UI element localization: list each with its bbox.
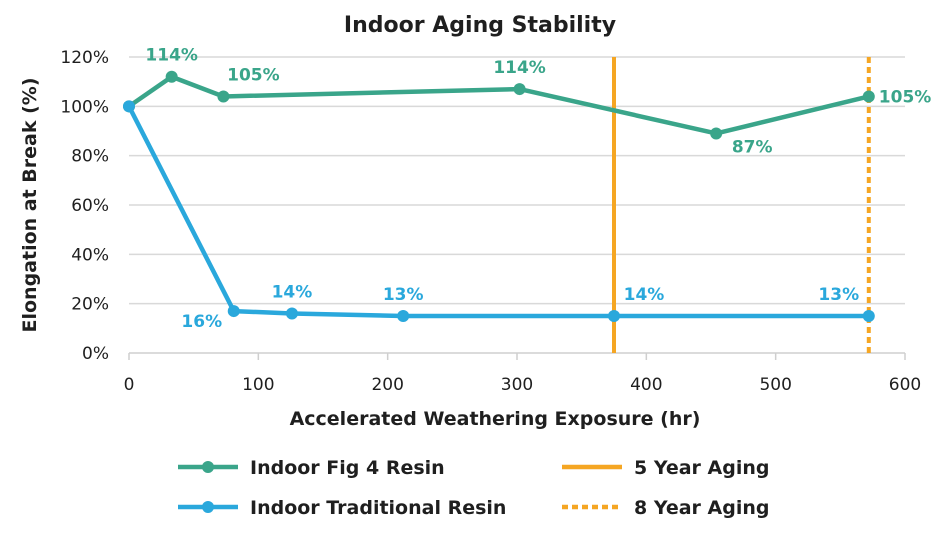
x-tick-label: 300 bbox=[501, 375, 533, 395]
legend-marker bbox=[202, 501, 214, 513]
legend-label: Indoor Traditional Resin bbox=[250, 497, 506, 519]
legend-item-indoor-fig-4-resin: Indoor Fig 4 Resin bbox=[178, 457, 445, 479]
x-tick-label: 100 bbox=[242, 375, 274, 395]
data-label: 114% bbox=[493, 58, 546, 78]
y-tick-label: 40% bbox=[71, 245, 109, 265]
legend-label: 5 Year Aging bbox=[634, 457, 770, 479]
legend-item-8-year-aging: 8 Year Aging bbox=[562, 497, 770, 519]
legend-label: Indoor Fig 4 Resin bbox=[250, 457, 445, 479]
data-point bbox=[285, 307, 298, 320]
legend-label: 8 Year Aging bbox=[634, 497, 770, 519]
data-label: 114% bbox=[145, 46, 198, 66]
x-tick-label: 200 bbox=[371, 375, 403, 395]
x-axis-ticks: 0 100 200 300 400 500 600 bbox=[124, 353, 921, 395]
data-label: 13% bbox=[818, 285, 859, 305]
data-point bbox=[862, 310, 875, 322]
x-tick-label: 500 bbox=[759, 375, 791, 395]
legend-item-indoor-traditional-resin: Indoor Traditional Resin bbox=[178, 497, 506, 519]
legend: Indoor Fig 4 Resin 5 Year Aging Indoor Tra… bbox=[178, 457, 770, 519]
y-tick-label: 120% bbox=[60, 48, 109, 68]
data-label: 16% bbox=[181, 312, 222, 332]
x-tick-label: 400 bbox=[630, 375, 662, 395]
y-tick-label: 60% bbox=[71, 196, 109, 216]
data-label: 87% bbox=[732, 137, 773, 157]
series-line-2 bbox=[126, 105, 869, 319]
reference-lines bbox=[612, 57, 871, 353]
data-point bbox=[608, 310, 620, 322]
data-point bbox=[217, 90, 230, 103]
legend-marker bbox=[202, 461, 214, 473]
gridlines bbox=[129, 56, 905, 305]
y-axis-title: Elongation at Break (%) bbox=[19, 77, 41, 332]
data-label: 13% bbox=[383, 285, 424, 305]
y-tick-label: 0% bbox=[82, 344, 109, 364]
legend-item-5-year-aging: 5 Year Aging bbox=[562, 457, 770, 479]
y-tick-label: 80% bbox=[71, 147, 109, 167]
data-point bbox=[397, 310, 410, 322]
y-axis-ticks: 0% 20% 40% 60% 80% 100% 120% bbox=[60, 48, 109, 364]
data-point bbox=[710, 127, 723, 140]
x-tick-label: 0 bbox=[124, 375, 135, 395]
data-label: 14% bbox=[624, 285, 665, 305]
chart-title: Indoor Aging Stability bbox=[344, 13, 616, 38]
data-labels: 114% 105% 114% 87% 105% 16% 14% 13% 14% 13% bbox=[145, 46, 931, 332]
x-axis-title: Accelerated Weathering Exposure (hr) bbox=[290, 408, 701, 430]
x-tick-label: 600 bbox=[889, 375, 921, 395]
data-label: 105% bbox=[879, 87, 932, 107]
y-tick-label: 100% bbox=[60, 97, 109, 117]
data-point bbox=[862, 90, 875, 103]
data-point bbox=[123, 100, 135, 113]
data-point bbox=[165, 70, 178, 83]
series-line-1 bbox=[127, 74, 870, 136]
data-point bbox=[513, 83, 526, 96]
data-label: 14% bbox=[272, 283, 313, 303]
series-layer bbox=[123, 70, 875, 322]
data-label: 105% bbox=[227, 65, 280, 85]
y-tick-label: 20% bbox=[71, 295, 109, 315]
data-point bbox=[227, 305, 240, 318]
